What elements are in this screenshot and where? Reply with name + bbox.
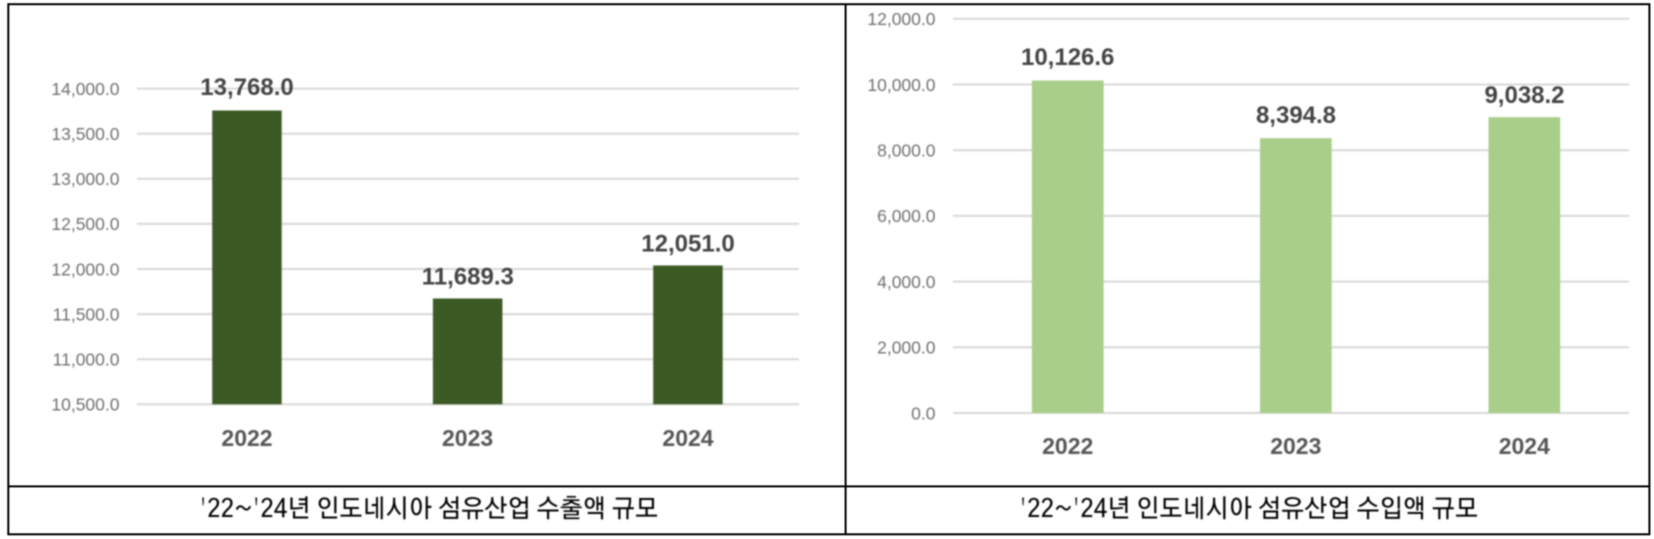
svg-text:2022: 2022: [221, 425, 272, 451]
svg-text:2023: 2023: [1270, 433, 1321, 459]
svg-text:4,000.0: 4,000.0: [877, 272, 936, 292]
svg-text:2,000.0: 2,000.0: [877, 338, 936, 358]
svg-text:13,500.0: 13,500.0: [51, 124, 119, 144]
svg-text:8,000.0: 8,000.0: [877, 141, 936, 161]
svg-text:10,500.0: 10,500.0: [51, 395, 119, 415]
svg-text:2024: 2024: [662, 425, 713, 451]
svg-text:13,768.0: 13,768.0: [200, 74, 293, 101]
svg-text:13,000.0: 13,000.0: [51, 169, 119, 189]
svg-text:11,689.3: 11,689.3: [422, 264, 514, 291]
svg-text:0.0: 0.0: [911, 403, 936, 423]
svg-text:12,000.0: 12,000.0: [51, 259, 119, 279]
svg-text:2024: 2024: [1499, 433, 1550, 459]
svg-text:11,000.0: 11,000.0: [53, 350, 120, 370]
svg-text:10,126.6: 10,126.6: [1021, 44, 1114, 71]
svg-text:12,051.0: 12,051.0: [641, 231, 734, 258]
svg-text:2022: 2022: [1042, 433, 1093, 459]
svg-text:11,500.0: 11,500.0: [53, 304, 120, 324]
svg-text:6,000.0: 6,000.0: [877, 206, 936, 226]
svg-text:9,038.2: 9,038.2: [1484, 82, 1564, 109]
svg-text:8,394.8: 8,394.8: [1256, 102, 1336, 129]
svg-text:12,000.0: 12,000.0: [867, 9, 935, 29]
svg-text:2023: 2023: [442, 425, 493, 451]
svg-text:14,000.0: 14,000.0: [51, 79, 119, 99]
svg-text:10,000.0: 10,000.0: [867, 75, 935, 95]
svg-text:12,500.0: 12,500.0: [51, 214, 119, 234]
